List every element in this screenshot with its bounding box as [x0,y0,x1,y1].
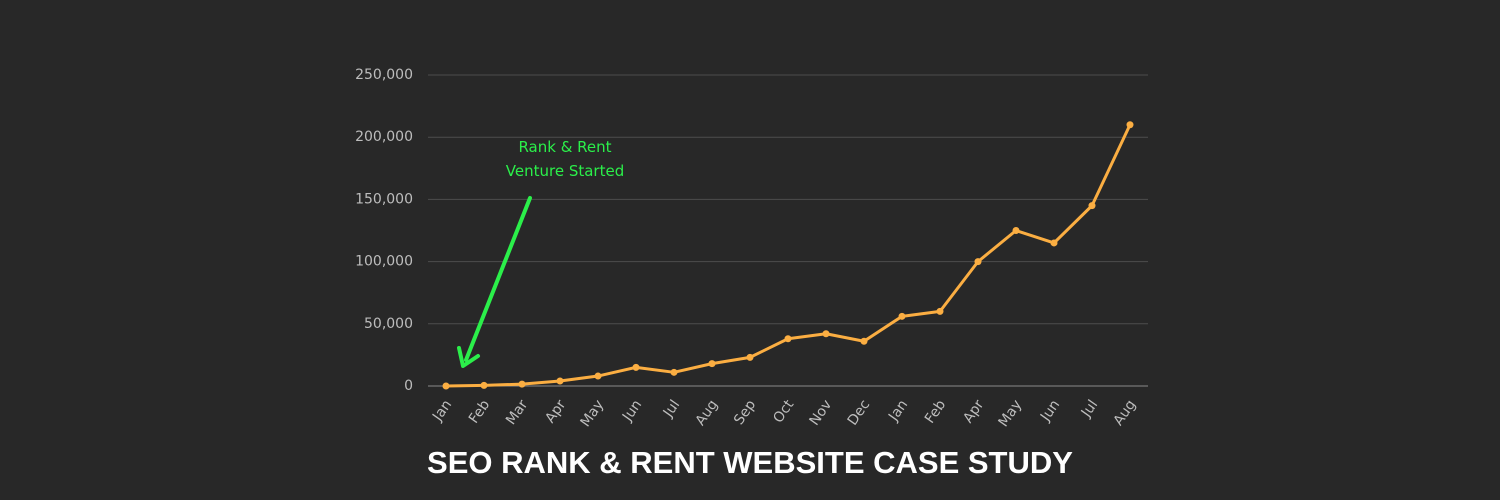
data-point [746,353,754,361]
annotation: Rank & Rent [518,138,611,156]
annotation-arrow [464,196,532,362]
y-tick-label: 100,000 [355,254,413,270]
data-point [784,335,792,343]
data-point [708,360,716,368]
chart-title: SEO RANK & RENT WEBSITE CASE STUDY [427,445,1073,480]
y-tick-label: 0 [404,378,413,394]
data-point [442,382,450,390]
data-point [632,363,640,371]
data-point [1012,227,1020,234]
y-tick-label: 50,000 [364,316,413,332]
data-point [670,368,678,376]
data-point [556,377,564,385]
data-point [1126,121,1134,129]
annotation-arrowhead [457,346,480,368]
y-tick-label: 200,000 [355,129,413,145]
y-tick-label: 250,000 [355,67,413,83]
y-tick-label: 150,000 [355,191,413,207]
data-point [898,312,906,320]
data-point [822,330,830,338]
data-point [1088,202,1096,210]
data-point [594,372,602,380]
data-point [936,307,944,315]
data-point [974,258,982,266]
data-point [860,337,868,345]
data-point [1050,239,1058,247]
data-point [518,380,526,388]
data-point [480,381,488,389]
annotation: Venture Started [506,162,624,180]
